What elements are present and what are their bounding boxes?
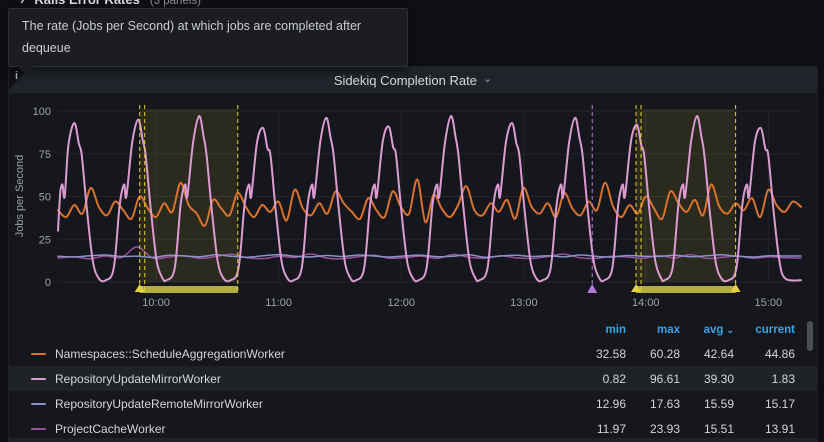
x-tick-label: 14:00 <box>632 297 660 309</box>
legend-rows: Namespaces::ScheduleAggregationWorker 32.… <box>9 341 817 441</box>
legend-col-current[interactable]: current <box>755 324 795 336</box>
series-name: ProjectCacheWorker <box>55 421 166 436</box>
tooltip-text: The rate (Jobs per Second) at which jobs… <box>22 19 362 55</box>
x-tick-label: 15:00 <box>755 297 783 309</box>
row-panel-count: (3 panels) <box>149 0 201 7</box>
info-icon[interactable]: i <box>15 70 19 82</box>
annotation-bar <box>636 286 736 293</box>
series-color-dash-icon <box>31 377 46 380</box>
legend-table: min max avg ⌄ current Namespaces::ScheduleAg… <box>9 319 817 442</box>
legend-col-max[interactable]: max <box>656 324 680 336</box>
legend-value-max: 60.28 <box>649 346 680 361</box>
x-tick-label: 11:00 <box>265 297 292 309</box>
legend-value-avg: 15.59 <box>703 396 734 411</box>
time-series-chart[interactable]: 0 25 50 75 100 10:00 11:00 12:00 13:00 14:00 15:00… <box>9 93 817 319</box>
panel-header[interactable]: Sidekiq Completion Rate ⌄ <box>9 67 817 93</box>
legend-value-current: 1.83 <box>771 371 795 386</box>
legend-col-avg[interactable]: avg ⌄ <box>703 324 734 336</box>
legend-series-label[interactable]: RepositoryUpdateMirrorWorker <box>31 372 572 386</box>
x-tick-label: 12:00 <box>388 297 416 309</box>
legend-col-min[interactable]: min <box>605 324 626 336</box>
chevron-down-icon: ⌄ <box>482 72 493 85</box>
legend-value-max: 23.93 <box>649 421 680 436</box>
legend-next-row-partial <box>9 438 817 442</box>
sidekiq-completion-rate-panel: Sidekiq Completion Rate ⌄ i 0 25 50 75 100 10… <box>8 66 818 442</box>
sort-chevron-icon: ⌄ <box>726 325 734 335</box>
legend-value-avg: 42.64 <box>703 346 734 361</box>
legend-series-label[interactable]: Namespaces::ScheduleAggregationWorker <box>31 347 572 361</box>
series-line[interactable] <box>57 115 802 283</box>
series-color-dash-icon <box>31 402 46 405</box>
panel-title[interactable]: Sidekiq Completion Rate <box>333 72 477 88</box>
annotation-marker-icon[interactable] <box>631 284 642 292</box>
legend-row: RepositoryUpdateMirrorWorker 0.82 96.61 39.… <box>9 366 817 391</box>
series-color-dash-icon <box>31 427 46 430</box>
row-collapse-chevron-icon: › <box>20 0 24 8</box>
y-tick-label: 0 <box>45 277 51 289</box>
legend-series-label[interactable]: RepositoryUpdateRemoteMirrorWorker <box>31 397 572 411</box>
legend-scrollbar-thumb[interactable] <box>807 321 813 351</box>
tooltip-arrow <box>17 66 33 73</box>
legend-row: Namespaces::ScheduleAggregationWorker 32.… <box>9 341 817 366</box>
row-title-text: Rails Error Rates <box>34 0 140 8</box>
annotation-marker-icon[interactable] <box>730 284 741 292</box>
legend-row: ProjectCacheWorker 11.97 23.93 15.51 13.91 <box>9 416 817 441</box>
legend-value-current: 13.91 <box>764 421 795 436</box>
annotation-marker-icon[interactable] <box>134 284 145 292</box>
legend-value-max: 96.61 <box>649 371 680 386</box>
annotation-marker-icon[interactable] <box>587 284 598 293</box>
series-name: Namespaces::ScheduleAggregationWorker <box>55 346 285 361</box>
legend-row: RepositoryUpdateRemoteMirrorWorker 12.96 1… <box>9 391 817 416</box>
panel-description-tooltip: The rate (Jobs per Second) at which jobs… <box>8 8 408 73</box>
legend-value-current: 44.86 <box>764 346 795 361</box>
y-tick-label: 50 <box>39 192 51 204</box>
series-line[interactable] <box>57 253 802 259</box>
legend-series-label[interactable]: ProjectCacheWorker <box>31 422 572 436</box>
legend-value-min: 12.96 <box>595 396 626 411</box>
dashboard-row-title[interactable]: › Rails Error Rates (3 panels) <box>20 0 201 9</box>
chart-svg[interactable]: 0 25 50 75 100 10:00 11:00 12:00 13:00 14:00 15:00… <box>9 93 817 319</box>
legend-value-avg: 39.30 <box>703 371 734 386</box>
y-tick-label: 75 <box>39 149 51 161</box>
legend-value-min: 11.97 <box>596 421 626 436</box>
y-tick-label: 25 <box>39 234 51 246</box>
y-tick-label: 100 <box>33 106 51 118</box>
legend-value-avg: 15.51 <box>703 421 734 436</box>
series-color-dash-icon <box>31 352 46 355</box>
legend-value-min: 32.58 <box>595 346 626 361</box>
legend-value-current: 15.17 <box>764 396 795 411</box>
legend-header: min max avg ⌄ current <box>9 319 817 341</box>
x-tick-label: 10:00 <box>142 297 170 309</box>
y-axis-title: Jobs per Second <box>14 155 26 238</box>
legend-value-max: 17.63 <box>649 396 680 411</box>
x-tick-label: 13:00 <box>510 297 538 309</box>
series-name: RepositoryUpdateMirrorWorker <box>55 371 221 386</box>
legend-value-min: 0.82 <box>602 371 626 386</box>
annotation-bar <box>139 286 238 293</box>
series-name: RepositoryUpdateRemoteMirrorWorker <box>55 396 263 411</box>
